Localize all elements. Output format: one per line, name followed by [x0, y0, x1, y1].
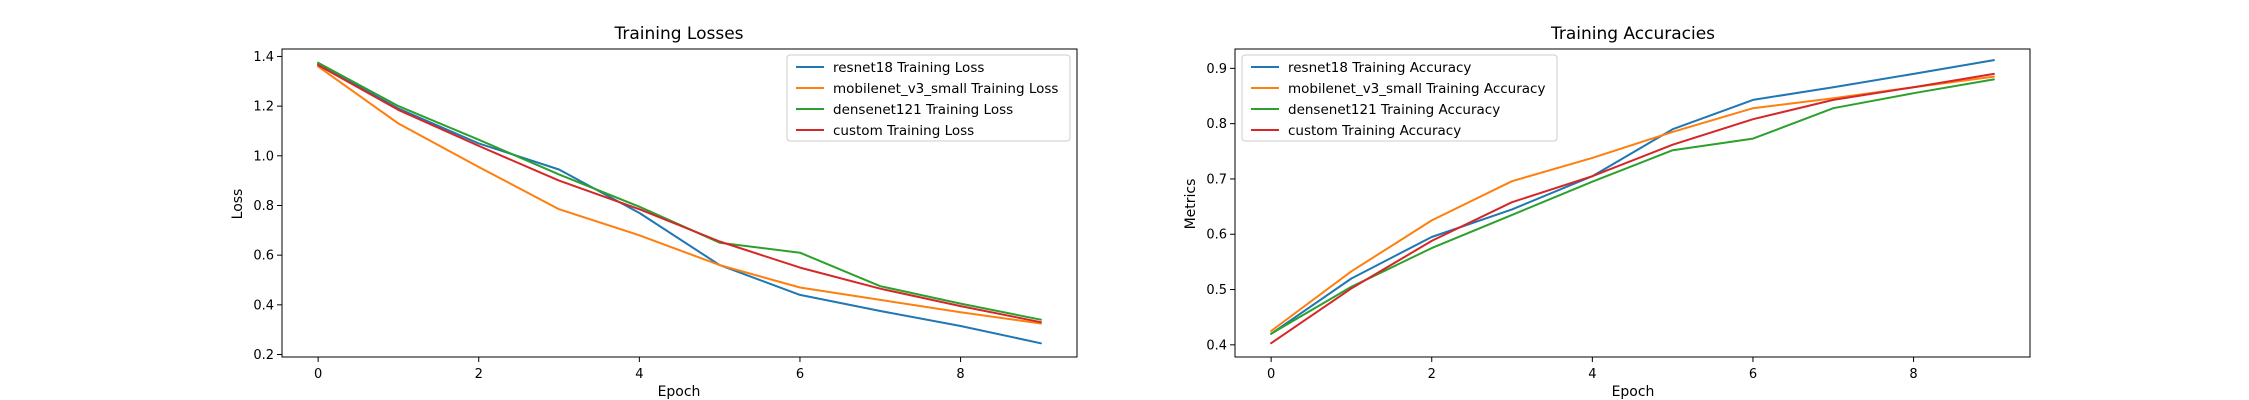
y-tick-label: 0.9 [1206, 62, 1227, 77]
chart-title: Training Accuracies [1550, 24, 1715, 44]
x-ticks: 0 2 4 6 8 [314, 357, 965, 382]
legend-label: custom Training Loss [833, 123, 974, 139]
plot-frame [1234, 48, 2031, 358]
y-ticks: 0.4 0.5 0.6 0.7 0.8 0.9 [1206, 62, 1235, 353]
y-tick-label: 0.8 [1206, 117, 1227, 132]
y-tick-label: 0.6 [1206, 228, 1227, 243]
series-line [317, 64, 1042, 324]
y-tick-label: 1.0 [253, 149, 274, 164]
legend: resnet18 Training Loss mobilenet_v3_small… [786, 54, 1071, 142]
y-tick-label: 0.6 [253, 249, 274, 264]
y-tick-label: 1.2 [253, 100, 274, 115]
series-lines [1270, 59, 1995, 345]
y-tick-label: 0.7 [1206, 172, 1227, 187]
x-tick-label: 2 [475, 367, 483, 382]
x-tick-label: 2 [1428, 367, 1436, 382]
x-tick-label: 6 [796, 367, 804, 382]
y-axis-label: Loss [230, 189, 246, 220]
series-line [317, 62, 1042, 345]
series-line [317, 65, 1042, 325]
legend-label: custom Training Accuracy [1288, 123, 1461, 139]
legend: resnet18 Training Accuracy mobilenet_v3_s… [1241, 54, 1558, 142]
chart-title: Training Losses [613, 24, 743, 44]
plot-frame [281, 48, 1078, 358]
x-axis-label: Epoch [658, 384, 701, 400]
y-tick-label: 1.4 [253, 50, 274, 65]
y-tick-label: 0.4 [253, 298, 274, 313]
x-tick-label: 4 [1588, 367, 1596, 382]
y-tick-label: 0.8 [253, 199, 274, 214]
legend-label: resnet18 Training Loss [833, 60, 984, 76]
x-tick-label: 0 [314, 367, 322, 382]
x-tick-label: 4 [635, 367, 643, 382]
y-tick-label: 0.2 [253, 348, 274, 363]
series-line [1270, 78, 1995, 335]
legend-label: mobilenet_v3_small Training Accuracy [1288, 81, 1545, 97]
legend-label: densenet121 Training Accuracy [1288, 102, 1500, 118]
x-tick-label: 8 [1909, 367, 1917, 382]
y-ticks: 0.2 0.4 0.6 0.8 1.0 1.2 1.4 [253, 50, 282, 363]
x-tick-label: 0 [1267, 367, 1275, 382]
legend-frame [786, 54, 1071, 142]
x-tick-label: 8 [956, 367, 964, 382]
legend-frame [1241, 54, 1558, 142]
series-line [1270, 72, 1995, 345]
legend-label: resnet18 Training Accuracy [1288, 60, 1471, 76]
legend-label: mobilenet_v3_small Training Loss [833, 81, 1058, 97]
y-axis-label: Metrics [1183, 179, 1199, 230]
series-line [1270, 59, 1995, 335]
x-axis-label: Epoch [1612, 384, 1655, 400]
x-tick-label: 6 [1749, 367, 1757, 382]
y-tick-label: 0.5 [1206, 283, 1227, 298]
y-tick-label: 0.4 [1206, 338, 1227, 353]
x-ticks: 0 2 4 6 8 [1267, 357, 1918, 382]
series-lines [317, 61, 1042, 345]
legend-label: densenet121 Training Loss [833, 102, 1013, 118]
